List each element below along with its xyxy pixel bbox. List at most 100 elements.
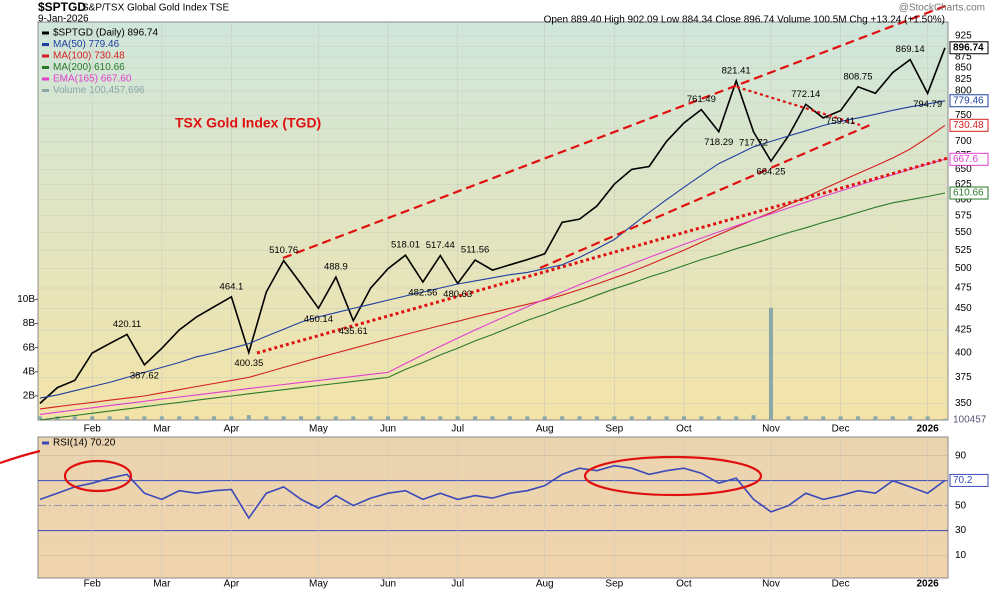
volume-bar <box>194 416 199 420</box>
x-tick-label: Mar <box>153 424 171 435</box>
series-line <box>39 464 946 520</box>
price-label: 464.1 <box>220 281 244 292</box>
quote: Open 889.40 High 902.09 Low 884.34 Close… <box>544 15 945 26</box>
volume-bar <box>734 416 739 420</box>
volume-bar <box>594 416 599 420</box>
series-line <box>39 124 946 410</box>
price-label: 821.41 <box>722 65 751 76</box>
volume-bar <box>90 416 95 420</box>
volume-bar <box>890 416 895 420</box>
price-label: 794.79 <box>913 99 942 110</box>
y-tick-label: 450 <box>955 303 972 314</box>
price-label: 482.56 <box>408 288 437 299</box>
y-tick-label: 650 <box>955 164 972 175</box>
trend-line <box>282 3 949 260</box>
value-tag <box>949 473 989 487</box>
price-label: 387.62 <box>130 370 159 381</box>
y-tick-label: 700 <box>955 136 972 147</box>
price-panel <box>37 21 949 421</box>
price-label: 808.75 <box>843 71 872 82</box>
x-tick-label: Jun <box>380 579 396 590</box>
price-label: 717.72 <box>739 137 768 148</box>
x-tick-label: May <box>309 424 328 435</box>
y-tick-label: 30 <box>955 525 967 536</box>
price-label: 400.35 <box>234 358 263 369</box>
volume-bar <box>72 416 77 420</box>
volume-bar <box>386 416 391 420</box>
date: 9-Jan-2026 <box>38 14 89 25</box>
volume-bar <box>647 416 652 420</box>
y-tick-label: 500 <box>955 263 972 274</box>
value-tag-label: 896.74 <box>953 42 984 53</box>
volume-bar <box>803 416 808 420</box>
volume-bar <box>507 416 512 420</box>
x-tick-label: Sep <box>605 424 623 435</box>
series-line <box>39 100 946 399</box>
annotations <box>0 3 949 497</box>
volume-bar <box>316 416 321 420</box>
trend-line <box>539 123 871 270</box>
value-tag <box>949 186 989 200</box>
volume-bar <box>699 416 704 420</box>
volume-bar <box>107 416 112 420</box>
x-tick-label: Jul <box>451 424 464 435</box>
volume-bar <box>751 415 756 420</box>
title: S&P/TSX Global Gold Index TSE <box>82 3 229 14</box>
volume-bar <box>246 415 251 420</box>
series-line <box>39 158 946 415</box>
volume-bar <box>351 416 356 420</box>
volume-bar <box>403 416 408 420</box>
price-label: 420.11 <box>113 319 141 330</box>
volume-bar <box>873 416 878 420</box>
price-label: 761.49 <box>687 94 716 105</box>
series-line <box>39 47 946 404</box>
y-tick-label: 600 <box>955 194 972 205</box>
value-tag-label: 610.66 <box>953 188 984 199</box>
x-tick-label: 2026 <box>916 424 939 435</box>
volume-bar <box>612 416 617 420</box>
highlight-circle <box>583 455 763 497</box>
x-tick-label: Feb <box>84 579 102 590</box>
rsi-panel <box>37 436 949 579</box>
y-tick-label: 875 <box>955 52 972 63</box>
volume-bar <box>855 416 860 420</box>
price-label: 510.76 <box>269 245 298 256</box>
volume-bar <box>768 307 773 420</box>
y-tick-label: 800 <box>955 86 972 97</box>
volume-bar <box>368 416 373 420</box>
price-label: 480.63 <box>443 289 472 300</box>
legend-label: MA(50) 779.46 <box>53 39 120 50</box>
x-tick-label: Feb <box>84 424 102 435</box>
y-tick-label: 525 <box>955 245 972 256</box>
volume-bar <box>525 416 530 420</box>
volume-bar <box>821 416 826 420</box>
y-tick-label: 925 <box>955 31 972 42</box>
y-tick-label: 575 <box>955 210 972 221</box>
value-tag <box>949 152 989 166</box>
y-tick-label: 10 <box>955 550 967 561</box>
value-tag <box>949 41 989 55</box>
volume-bar <box>455 416 460 420</box>
x-tick-label: Nov <box>762 579 780 590</box>
x-tick-label: Sep <box>605 579 623 590</box>
x-tick-label: Aug <box>536 579 554 590</box>
y-tick-label: 90 <box>955 450 967 461</box>
x-tick-label: Oct <box>676 424 692 435</box>
legend-swatch <box>42 54 49 58</box>
volume-bar <box>229 416 234 420</box>
volume-bar <box>681 416 686 420</box>
legend-swatch <box>42 31 49 35</box>
y-tick-label: 4B <box>23 366 36 377</box>
legend-swatch <box>42 77 49 81</box>
price-label: 718.29 <box>704 137 733 148</box>
price-label: 869.14 <box>896 44 925 55</box>
legend-swatch <box>42 43 49 46</box>
legend-label: MA(200) 610.66 <box>53 62 125 73</box>
y-tick-label: 475 <box>955 283 972 294</box>
value-tag-label: 730.48 <box>953 120 984 131</box>
legend-swatch <box>42 441 49 445</box>
x-tick-label: Oct <box>676 579 692 590</box>
volume-bar <box>577 416 582 420</box>
volume-bar <box>560 416 565 420</box>
x-tick-label: Jul <box>451 579 464 590</box>
